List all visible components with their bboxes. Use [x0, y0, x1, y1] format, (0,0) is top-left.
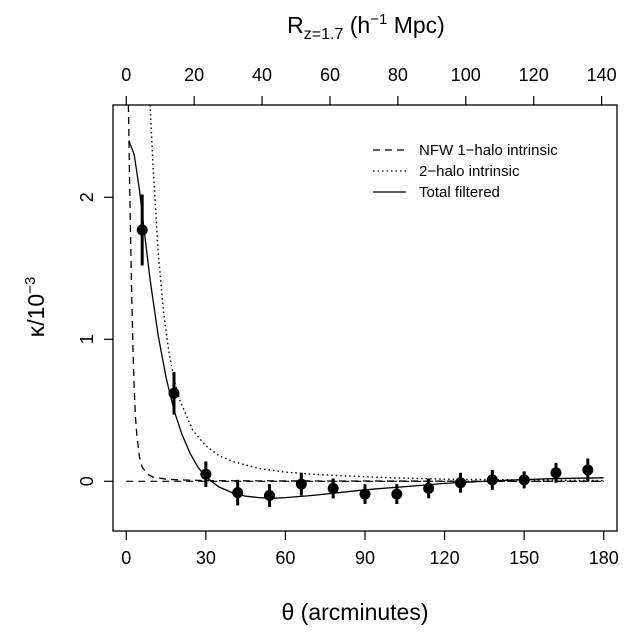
- top-tick-label: 80: [388, 65, 408, 85]
- data-point: [550, 467, 562, 479]
- data-point: [423, 482, 435, 494]
- data-point: [136, 224, 148, 236]
- data-point: [518, 474, 530, 486]
- data-point: [582, 464, 594, 476]
- x-tick-label: 0: [121, 548, 131, 568]
- legend-label: 2−halo intrinsic: [419, 163, 520, 180]
- data-point: [327, 482, 339, 494]
- data-point: [454, 477, 466, 489]
- y-tick-label: 1: [77, 334, 97, 344]
- y-axis-title: κ/10−3: [22, 277, 49, 338]
- top-tick-label: 60: [320, 65, 340, 85]
- data-point: [264, 490, 276, 501]
- curve-dashed: [127, 105, 604, 482]
- bottom-axis: 0 30 60 90 120 150 180: [121, 531, 619, 568]
- top-tick-label: 40: [252, 65, 272, 85]
- model-curves: [126, 105, 604, 499]
- top-tick-label: 120: [519, 65, 549, 85]
- x-axis-title: θ (arcminutes): [282, 599, 429, 625]
- legend-label: Total filtered: [419, 184, 500, 201]
- top-axis-title: Rz=1.7 (h−1 Mpc): [287, 11, 445, 43]
- x-tick-label: 90: [355, 548, 375, 568]
- top-tick-label: 100: [451, 65, 481, 85]
- data-points: [136, 194, 594, 507]
- x-tick-label: 180: [589, 548, 619, 568]
- y-tick-label: 2: [77, 192, 97, 202]
- x-tick-label: 120: [430, 548, 460, 568]
- plot-frame: [112, 104, 618, 532]
- top-tick-label: 140: [587, 65, 617, 85]
- x-tick-label: 60: [275, 548, 295, 568]
- data-point: [200, 468, 212, 480]
- data-point: [295, 478, 307, 490]
- left-axis: 0 1 2: [77, 192, 113, 486]
- x-tick-label: 150: [509, 548, 539, 568]
- y-tick-label: 0: [77, 476, 97, 486]
- data-point: [232, 487, 244, 499]
- top-tick-label: 0: [121, 65, 131, 85]
- curve-solid: [128, 140, 604, 499]
- data-point: [168, 387, 180, 399]
- top-tick-label: 20: [184, 65, 204, 85]
- legend-label: NFW 1−halo intrinsic: [419, 142, 558, 159]
- top-axis: 0 20 40 60 80 100 120 140: [121, 65, 617, 105]
- plot-border: [112, 104, 618, 532]
- legend: NFW 1−halo intrinsic 2−halo intrinsic Tota…: [373, 142, 558, 201]
- data-point: [486, 474, 498, 486]
- data-point: [359, 488, 371, 500]
- x-tick-label: 30: [196, 548, 216, 568]
- curve-dotted: [149, 105, 604, 482]
- data-point: [391, 488, 403, 500]
